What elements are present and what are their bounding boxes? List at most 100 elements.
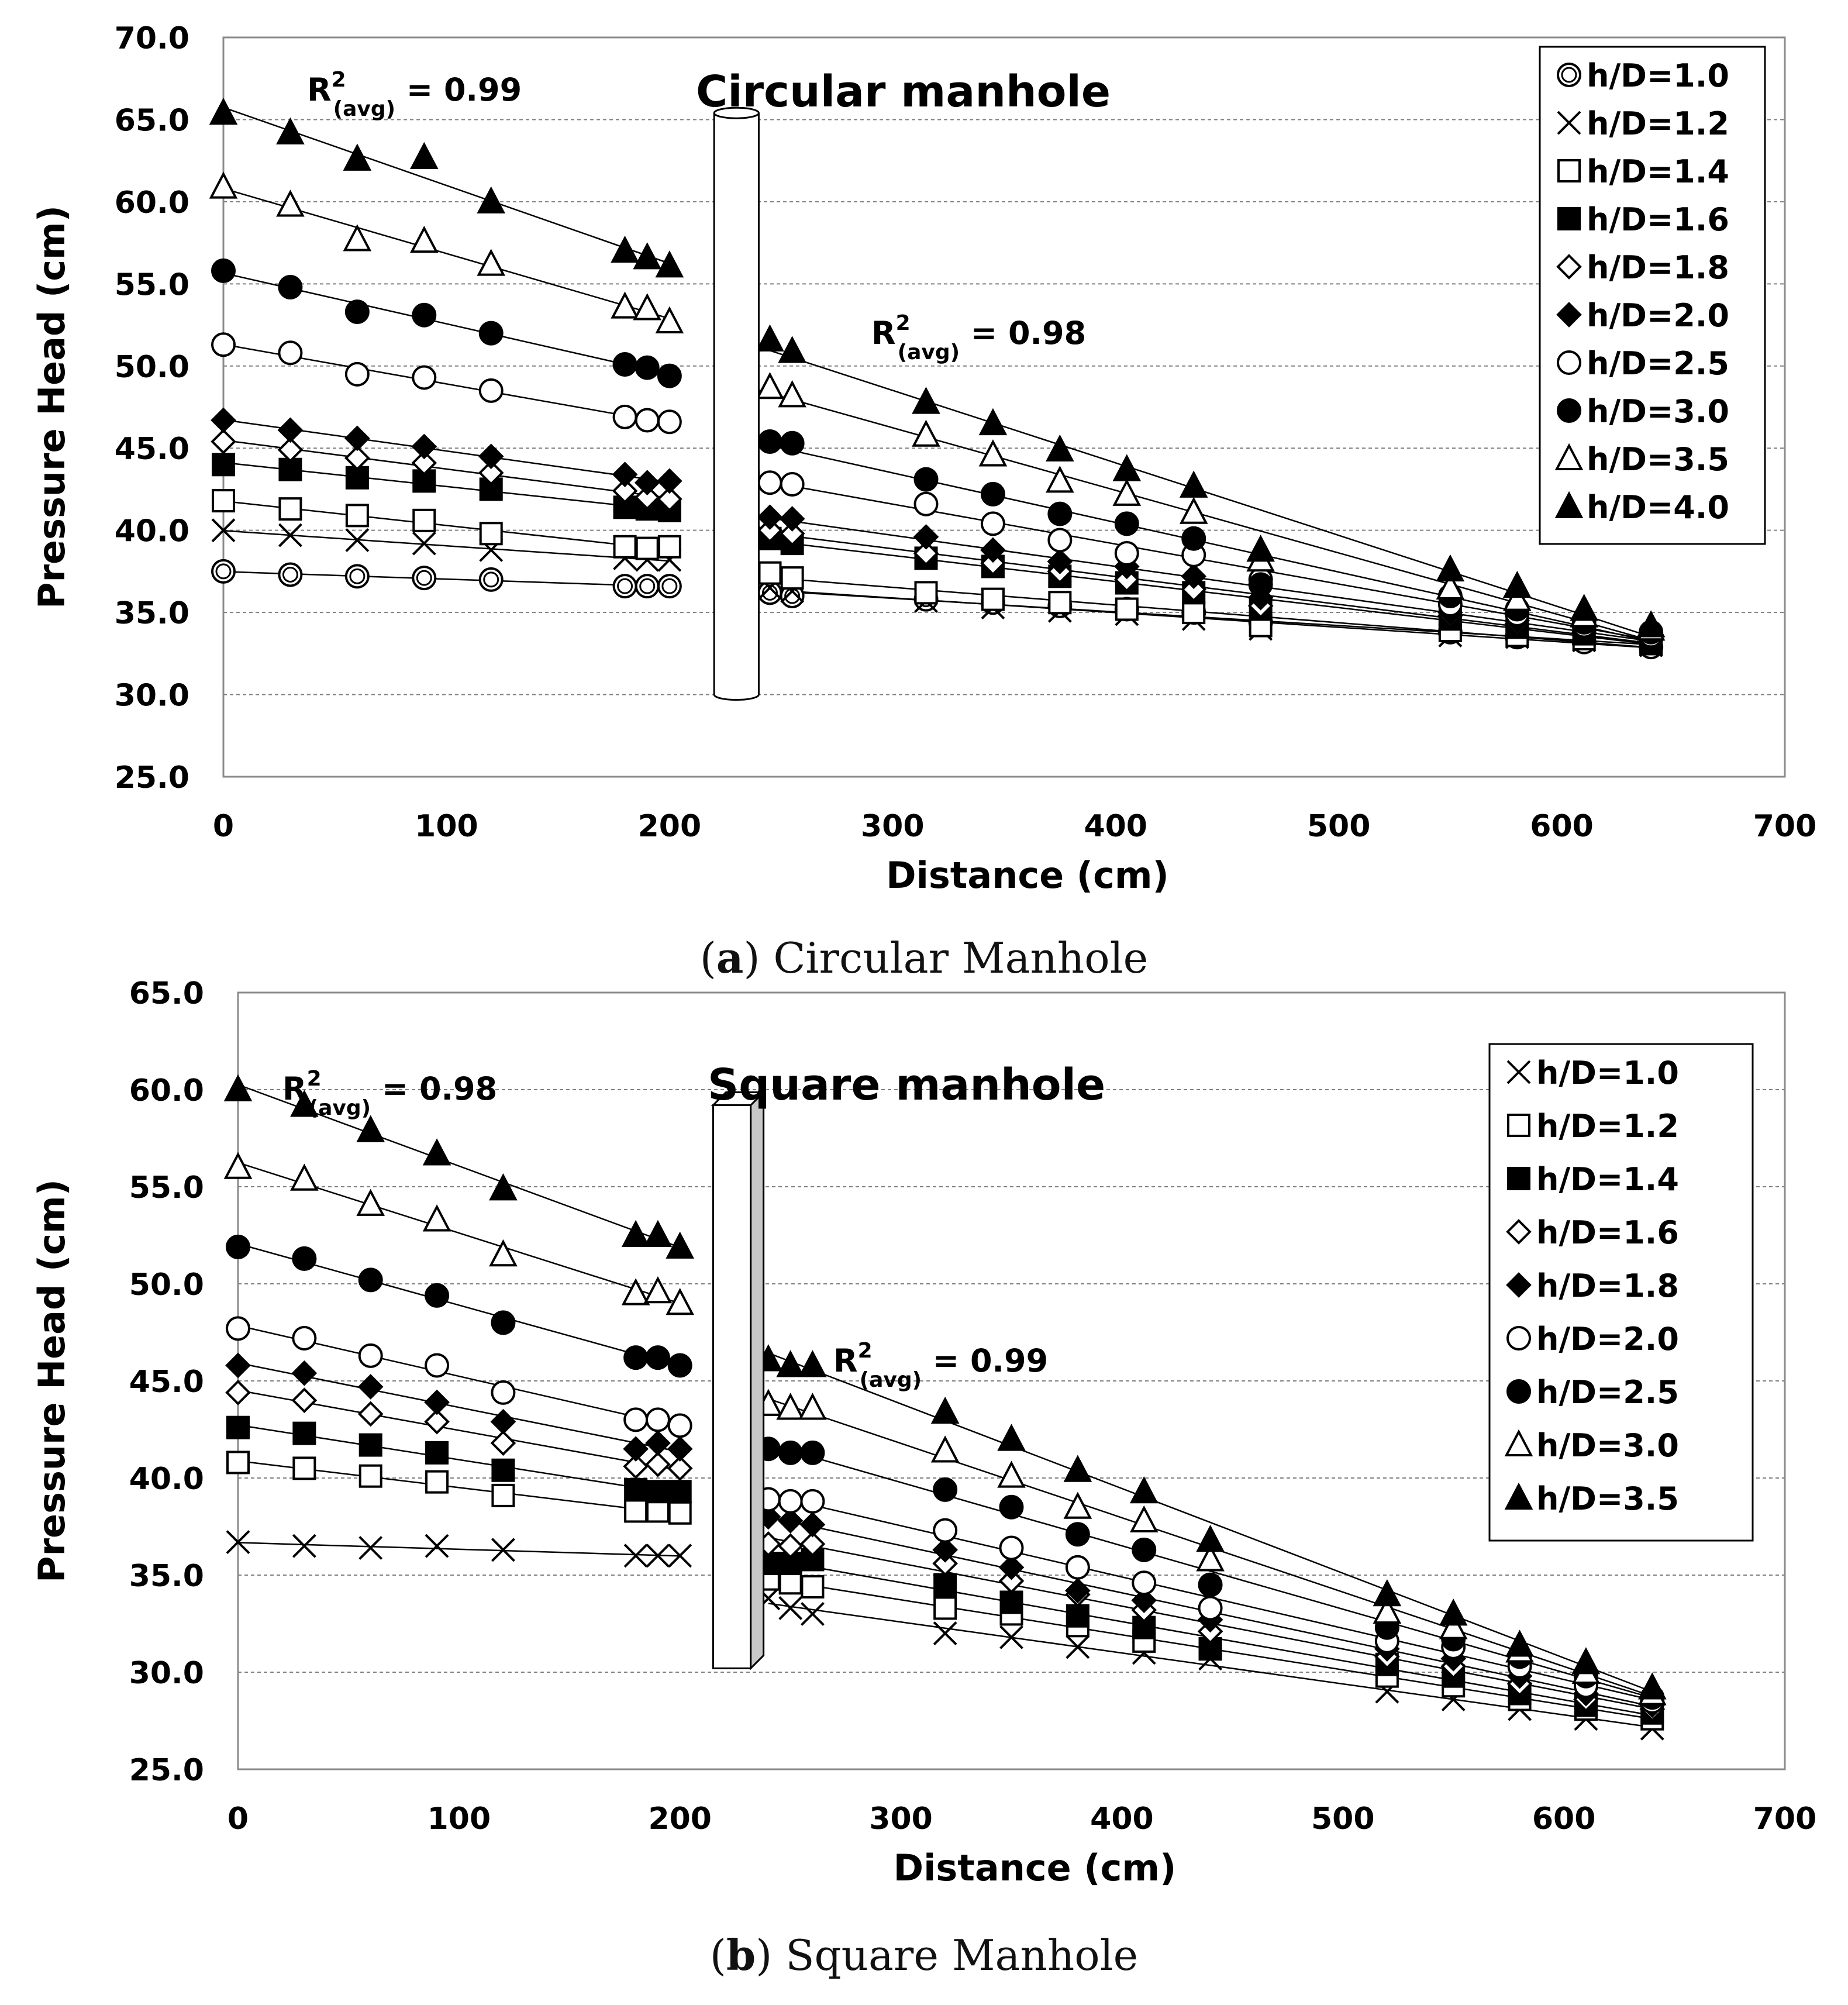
data-point — [757, 580, 782, 605]
x-tick-label: 700 — [1753, 1801, 1817, 1837]
r2-base: R — [282, 1070, 307, 1107]
data-point — [225, 1352, 251, 1379]
data-point — [778, 1571, 802, 1595]
data-point — [667, 1353, 692, 1378]
data-point — [278, 340, 303, 366]
data-point — [780, 472, 805, 497]
x-axis-label: Distance (cm) — [886, 854, 1169, 897]
data-point — [278, 562, 303, 587]
legend-label: h/D=2.5 — [1536, 1374, 1679, 1411]
legend-label: h/D=1.2 — [1536, 1108, 1679, 1145]
data-point — [477, 249, 506, 276]
legend-label: h/D=1.8 — [1536, 1267, 1679, 1304]
manhole-body — [713, 113, 760, 701]
data-point — [290, 1090, 319, 1117]
legend-label: h/D=4.0 — [1587, 489, 1729, 526]
data-point — [1196, 1544, 1225, 1572]
r2-sup: 2 — [307, 1067, 322, 1091]
data-point — [1047, 501, 1073, 526]
data-point — [1373, 1579, 1402, 1607]
data-point — [478, 378, 504, 403]
data-point — [657, 468, 682, 494]
data-point — [424, 1408, 450, 1435]
data-point — [1571, 1647, 1601, 1675]
r2-sup: 2 — [896, 311, 911, 335]
y-tick-label: 60.0 — [129, 1073, 204, 1108]
data-point — [668, 1544, 692, 1568]
data-point — [1129, 1476, 1159, 1504]
manhole-side — [750, 1090, 765, 1670]
data-point — [489, 1173, 518, 1201]
data-point — [643, 1276, 673, 1304]
y-tick-label: 30.0 — [115, 678, 189, 714]
data-point — [226, 1451, 250, 1475]
y-tick-label: 55.0 — [115, 267, 189, 302]
data-point — [999, 1590, 1023, 1614]
y-tick-label: 35.0 — [115, 596, 189, 631]
chart-square-manhole: 25.0 30.0 35.0 40.0 45.0 50.0 55.0 60.0 65.0 0 100… — [30, 976, 1816, 1889]
legend-marker — [1557, 207, 1581, 230]
data-point — [409, 142, 439, 170]
data-point — [1115, 597, 1139, 621]
y-tick-label: 60.0 — [115, 185, 189, 221]
data-point — [1181, 563, 1207, 590]
data-point — [657, 409, 682, 435]
data-point — [933, 1573, 957, 1597]
data-point — [657, 486, 682, 512]
x-tick-label: 200 — [638, 809, 702, 844]
data-point — [209, 171, 238, 199]
r2-value: = 0.98 — [371, 1070, 497, 1107]
data-point — [623, 1453, 649, 1479]
data-point — [623, 1345, 649, 1370]
data-point — [1065, 1555, 1090, 1580]
data-point — [646, 1480, 670, 1504]
data-point — [646, 1499, 670, 1523]
marker-inner-ring — [416, 570, 432, 586]
legend-marker — [1557, 398, 1581, 423]
data-point — [357, 1374, 384, 1400]
trendline-upstream — [237, 1542, 680, 1557]
legend-label: h/D=2.0 — [1587, 297, 1729, 334]
x-tick-label: 500 — [1307, 809, 1371, 844]
x-tick-label: 700 — [1753, 809, 1817, 844]
series-h-d-3-5 — [223, 1074, 1667, 1700]
data-point — [358, 1536, 383, 1560]
data-point — [1114, 511, 1139, 536]
data-point — [490, 1430, 516, 1456]
data-point — [780, 584, 805, 609]
data-point — [645, 1430, 671, 1456]
y-axis-label: Pressure Head (cm) — [30, 205, 73, 609]
data-point — [278, 523, 302, 547]
data-point — [358, 1267, 383, 1293]
manhole-cylinder — [713, 106, 760, 701]
chart-title: Square manhole — [708, 1060, 1105, 1110]
legend-marker — [1554, 443, 1584, 470]
data-point — [635, 408, 660, 433]
data-point — [425, 1353, 450, 1378]
r2-downstream: R2 (avg) = 0.98 — [871, 311, 1086, 364]
data-point — [776, 1350, 805, 1377]
data-point — [226, 1316, 250, 1341]
data-point — [912, 387, 940, 414]
y-tick-label: 65.0 — [129, 976, 204, 1011]
data-point — [933, 1596, 957, 1620]
legend-label: h/D=1.4 — [1587, 153, 1729, 190]
data-point — [978, 408, 1008, 436]
r2-downstream: R2 (avg) = 0.99 — [833, 1339, 1048, 1392]
legend-label: h/D=3.5 — [1587, 441, 1729, 478]
data-point — [655, 250, 684, 278]
legend-box — [1488, 1043, 1754, 1542]
legend-marker — [1507, 1167, 1530, 1190]
data-point — [798, 1393, 827, 1420]
data-point — [634, 484, 660, 511]
data-point — [1570, 594, 1599, 621]
manhole-top — [713, 106, 760, 119]
data-point — [978, 439, 1008, 467]
legend-marker — [1556, 254, 1582, 280]
legend-label: h/D=1.8 — [1587, 249, 1729, 286]
data-point — [998, 1568, 1025, 1594]
caption-a-text: Circular Manhole — [773, 933, 1149, 983]
data-point — [478, 567, 504, 592]
data-point — [913, 467, 939, 492]
data-point — [633, 293, 662, 321]
